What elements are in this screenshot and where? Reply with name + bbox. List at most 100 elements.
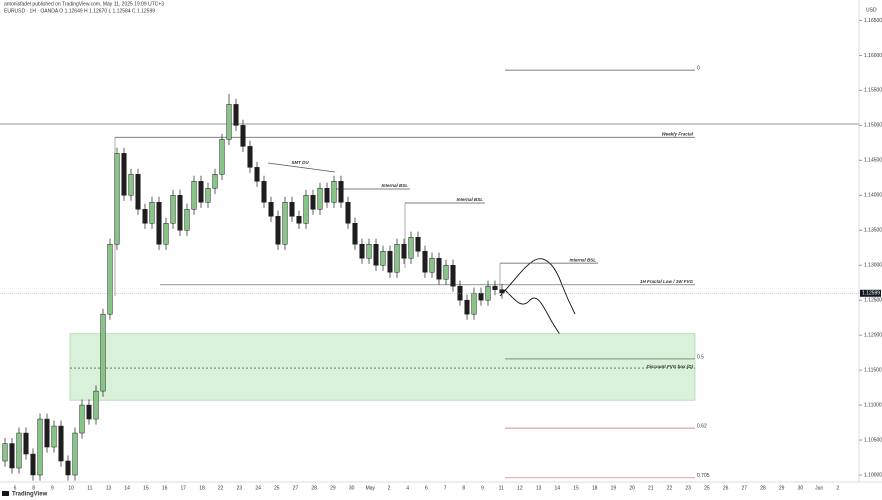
level-label: Weekly Fractal — [662, 131, 694, 136]
candle-body — [408, 237, 414, 259]
candle-body — [450, 264, 456, 287]
candle-body — [282, 202, 288, 245]
candle-body — [219, 139, 225, 175]
brand-logo — [2, 491, 9, 496]
candle-body — [254, 167, 260, 182]
candle-body — [331, 181, 337, 203]
x-tick-label: 28 — [760, 485, 766, 491]
y-tick-label: 1.12000 — [864, 332, 882, 338]
y-tick-label: 1.11500 — [864, 367, 882, 373]
candle-body — [9, 443, 15, 469]
candle-body — [226, 104, 232, 140]
candle-body — [30, 453, 36, 476]
level-label: Internal BSL — [456, 197, 483, 202]
candle-body — [93, 390, 99, 420]
x-tick-label: 29 — [330, 485, 336, 491]
candle-body — [492, 285, 498, 290]
x-tick-label: 22 — [218, 485, 224, 491]
level-label: Internal BSL — [381, 183, 408, 188]
brand: TradingView — [12, 492, 48, 498]
candle-body — [100, 313, 106, 392]
candle-body — [156, 202, 162, 245]
x-tick-label: 8 — [462, 485, 465, 491]
level-label: 1H Fractal Low / 1W FVG — [640, 279, 694, 284]
x-tick-label: 21 — [648, 485, 654, 491]
candle-body — [233, 104, 239, 126]
candle-body — [121, 153, 127, 196]
x-tick-label: 2 — [388, 485, 391, 491]
candle-body — [107, 244, 113, 315]
candle-body — [79, 404, 85, 434]
candle-body — [415, 237, 421, 252]
y-tick-label: 1.10000 — [864, 472, 882, 478]
fvg-box — [69, 333, 696, 401]
candle-body — [212, 174, 218, 189]
y-tick-label: 1.13000 — [864, 263, 882, 269]
candle-body — [443, 264, 449, 280]
candle-body — [37, 418, 43, 476]
candle-body — [478, 292, 484, 301]
x-tick-label: 12 — [517, 485, 523, 491]
candle-body — [422, 250, 428, 273]
y-tick-label: 1.15500 — [864, 88, 882, 94]
y-tick-label: 1.12500 — [864, 298, 882, 304]
candle-body — [2, 443, 8, 462]
candle-body — [303, 195, 309, 224]
x-tick-label: 27 — [293, 485, 299, 491]
candle-body — [58, 425, 64, 462]
y-tick-label: 1.16500 — [864, 18, 882, 24]
x-tick-label: 10 — [68, 485, 74, 491]
x-tick-label: 25 — [704, 485, 710, 491]
x-tick-label: 29 — [779, 485, 785, 491]
x-tick-label: 11 — [499, 485, 504, 491]
candle-body — [184, 209, 190, 231]
x-tick-label: 15 — [573, 485, 579, 491]
candle-body — [261, 181, 267, 203]
x-tick-label: 15 — [143, 485, 149, 491]
last-price-box — [860, 289, 881, 297]
candle-body — [247, 146, 253, 168]
candle-body — [191, 181, 197, 210]
x-tick-label: 20 — [629, 485, 635, 491]
candle-body — [436, 257, 442, 280]
candle-body — [310, 195, 316, 210]
candle-body — [16, 432, 22, 469]
candle-body — [464, 299, 470, 315]
candle-body — [394, 244, 400, 273]
level-label: 0.5 — [697, 354, 704, 360]
y-tick-label: 1.11000 — [864, 402, 882, 408]
last-price-label: 1.12599 — [862, 291, 880, 297]
candle-body — [205, 188, 211, 203]
y-tick-label: 1.15000 — [864, 123, 882, 129]
candle-body — [163, 223, 169, 245]
candle-body — [296, 216, 302, 224]
x-tick-label: 2 — [836, 485, 839, 491]
header-symbol: EURUSD · 1H · OANDA O 1.12649 H 1.12670 … — [4, 8, 155, 14]
candle-body — [170, 195, 176, 224]
candle-body — [275, 216, 281, 245]
candle-body — [44, 418, 50, 448]
smt-line — [267, 162, 336, 173]
level-label: Internal BSL — [569, 257, 596, 262]
candle-body — [317, 188, 323, 210]
x-tick-label: 18 — [199, 485, 205, 491]
level-label: 0.705 — [697, 473, 710, 479]
candle-body — [471, 292, 477, 315]
y-tick-label: 1.14500 — [864, 158, 882, 164]
x-tick-label: 9 — [51, 485, 54, 491]
y-tick-label: 1.16000 — [864, 53, 882, 59]
y-tick-label: 1.13500 — [864, 228, 882, 234]
candle-body — [345, 202, 351, 224]
y-tick-label: 1.14000 — [864, 193, 882, 199]
x-tick-label: 14 — [555, 485, 561, 491]
candle-body — [359, 244, 365, 259]
x-tick-label: 24 — [255, 485, 261, 491]
level-label: 0.62 — [697, 423, 707, 429]
x-tick-label: 30 — [798, 485, 804, 491]
header-title: antonisfadel published on TradingView.co… — [4, 1, 164, 7]
x-tick-label: 4 — [406, 485, 409, 491]
candle-body — [65, 460, 71, 476]
x-tick-label: 22 — [667, 485, 673, 491]
